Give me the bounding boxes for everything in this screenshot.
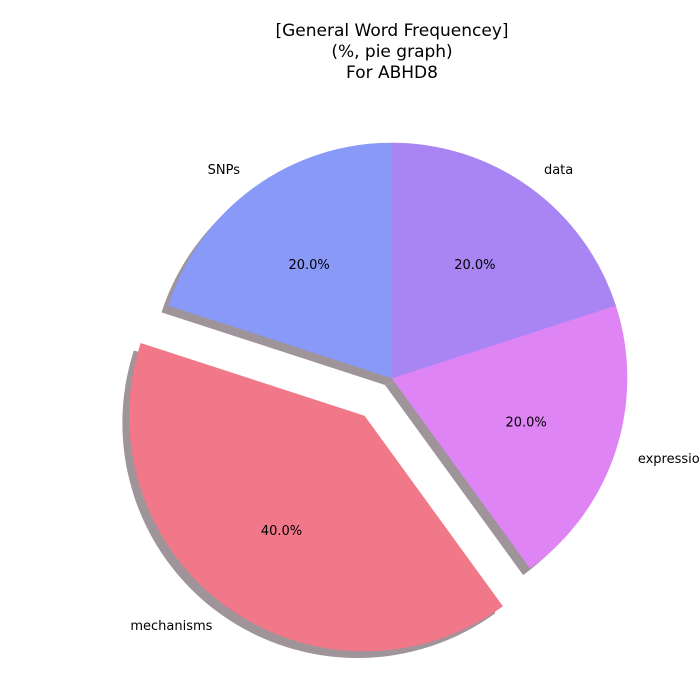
pie-slice-data — [391, 142, 616, 379]
chart-title-line-2: (%, pie graph) — [331, 42, 452, 62]
pct-label-snps: 20.0% — [288, 258, 329, 273]
pie-slices — [129, 142, 628, 652]
chart-title: [General Word Frequencey] (%, pie graph)… — [275, 21, 508, 83]
slice-label-expression: expression — [638, 452, 700, 467]
pct-label-data: 20.0% — [454, 258, 495, 273]
slice-label-mechanisms: mechanisms — [130, 619, 212, 634]
pct-label-expression: 20.0% — [505, 416, 546, 431]
pie-slice-mechanisms — [129, 343, 503, 652]
pct-label-mechanisms: 40.0% — [261, 524, 302, 539]
pie-slice-snps — [168, 142, 393, 379]
pie-slice-expression — [391, 305, 628, 569]
slice-label-data: data — [544, 163, 573, 178]
chart-title-line-1: [General Word Frequencey] — [275, 21, 508, 41]
chart-title-line-3: For ABHD8 — [346, 63, 438, 83]
slice-label-snps: SNPs — [208, 163, 241, 178]
pie-labels: 20.0% SNPs 40.0% mechanisms 20.0% expression 2… — [130, 163, 700, 634]
